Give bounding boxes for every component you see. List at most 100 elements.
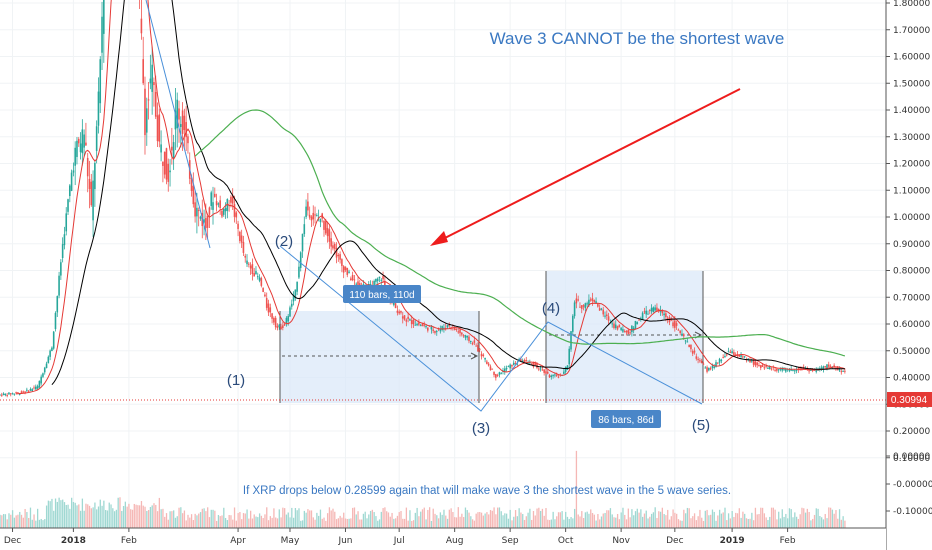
volume-bar	[267, 520, 270, 528]
candle-body	[172, 142, 175, 159]
candle-body	[299, 252, 302, 268]
volume-bar	[808, 511, 810, 528]
volume-bar	[534, 515, 536, 528]
candle-body	[521, 360, 524, 362]
volume-bar	[813, 514, 816, 528]
volume-bar	[260, 515, 263, 528]
volume-bar	[90, 508, 92, 528]
volume-bar	[162, 508, 164, 528]
volume-bar	[237, 513, 239, 528]
volume-bar	[183, 510, 186, 528]
volume-bar	[137, 505, 139, 528]
volume-bar	[233, 507, 236, 528]
candle-body	[582, 305, 585, 307]
candle-body	[260, 278, 263, 286]
volume-bar	[74, 502, 76, 528]
candle-body	[219, 200, 221, 208]
volume-bar	[192, 520, 195, 528]
x-tick-label: Sep	[502, 536, 519, 546]
volume-bar	[806, 508, 808, 528]
volume-bar	[49, 501, 51, 528]
volume-bar	[817, 508, 819, 528]
candle-body	[543, 369, 545, 373]
volume-bar	[112, 508, 114, 528]
candle-body	[97, 91, 100, 126]
candle-body	[384, 280, 386, 286]
volume-bar	[165, 513, 168, 528]
volume-bar	[455, 517, 458, 528]
candle-body	[478, 348, 481, 350]
volume-bar	[271, 517, 273, 528]
volume-bar	[24, 508, 26, 528]
volume-bar	[38, 519, 41, 528]
volume-bar	[749, 518, 751, 528]
candle-body	[512, 362, 515, 366]
candle-body	[380, 279, 383, 281]
candle-body	[682, 334, 685, 337]
volume-bar	[747, 519, 749, 528]
volume-bar	[663, 514, 665, 528]
candle-body	[795, 369, 798, 371]
candle-body	[328, 229, 331, 242]
candle-body	[85, 142, 87, 146]
candle-body	[285, 317, 288, 323]
volume-bar	[613, 517, 615, 528]
volume-bar	[339, 515, 341, 528]
candle-body	[333, 243, 336, 249]
volume-bar	[738, 508, 740, 528]
candle-body	[69, 185, 71, 197]
candle-body	[623, 331, 626, 333]
candle-body	[292, 295, 295, 302]
volume-bar	[539, 510, 542, 528]
volume-bar	[584, 512, 587, 528]
volume-bar	[6, 519, 8, 528]
volume-bar	[334, 511, 336, 528]
candle-body	[51, 347, 53, 351]
candle-body	[555, 374, 558, 377]
volume-bar	[160, 509, 162, 528]
volume-bar	[269, 516, 271, 528]
volume-bar	[85, 503, 87, 528]
candle-body	[548, 375, 551, 378]
candle-body	[280, 326, 282, 330]
candle-body	[294, 289, 297, 299]
candle-body	[192, 185, 195, 205]
candle-body	[700, 360, 703, 364]
volume-bar	[350, 518, 352, 528]
volume-bar	[387, 512, 390, 528]
candle-body	[462, 335, 465, 337]
candle-body	[593, 300, 596, 303]
candle-body	[421, 323, 424, 327]
wave-label-5: (5)	[692, 417, 710, 434]
volume-bar	[498, 507, 501, 528]
candle-body	[500, 373, 502, 375]
volume-bar	[230, 515, 232, 528]
candle-body	[579, 306, 581, 308]
volume-bar	[258, 513, 261, 528]
volume-bar	[443, 509, 445, 528]
candle-body	[427, 327, 429, 331]
candle-body	[759, 365, 762, 368]
candle-body	[154, 91, 157, 117]
volume-bar	[674, 512, 676, 528]
volume-bar	[452, 511, 454, 528]
volume-bar	[110, 504, 112, 528]
volume-bar	[296, 510, 298, 528]
volume-bar	[488, 514, 490, 528]
candle-body	[187, 136, 189, 144]
candle-body	[448, 324, 451, 326]
volume-bar	[26, 512, 28, 528]
volume-bar	[541, 508, 544, 528]
volume-bar	[176, 516, 178, 528]
measure-boxes	[279, 271, 704, 403]
candle-body	[484, 357, 486, 360]
candle-body	[486, 361, 488, 364]
candle-body	[416, 323, 418, 326]
volume-bar	[423, 507, 425, 528]
volume-bar	[369, 510, 372, 528]
volume-bar	[169, 511, 171, 528]
volume-bar	[532, 510, 535, 528]
candle-body	[572, 315, 574, 332]
volume-bar	[377, 520, 379, 528]
